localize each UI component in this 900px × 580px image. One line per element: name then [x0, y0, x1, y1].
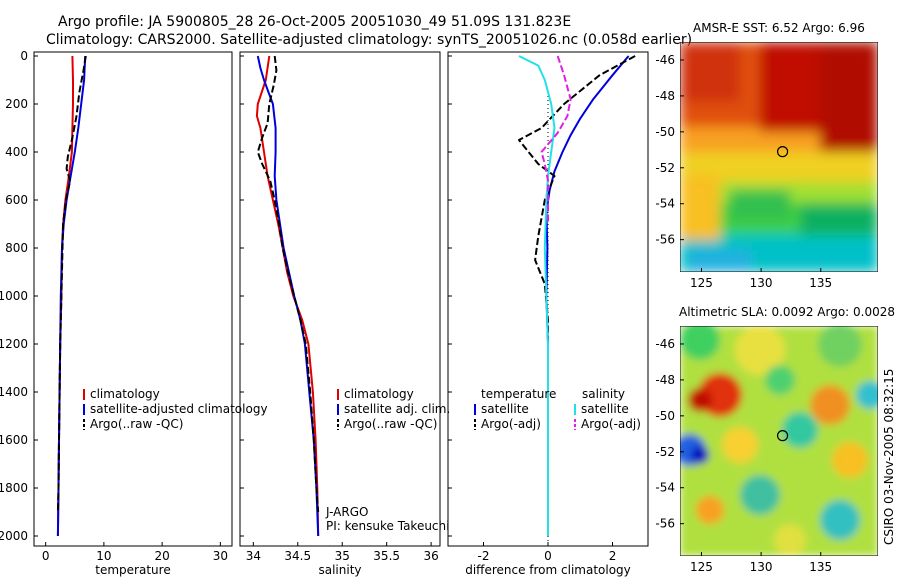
legend-label: satellite adj. clim. — [344, 402, 450, 416]
map-x-tick-label: 125 — [690, 276, 713, 290]
annotation-text: PI: kensuke Takeuchi — [326, 519, 449, 533]
header-line-2: Climatology: CARS2000. Satellite-adjuste… — [46, 32, 692, 48]
x-tick-label: 35 — [335, 549, 350, 563]
map-x-tick-label: 130 — [750, 276, 773, 290]
legend-label: Argo(..raw -QC) — [344, 417, 437, 431]
legend-heading: salinity — [582, 387, 625, 401]
x-tick-label: 36 — [423, 549, 438, 563]
sst-map: AMSR-E SST: 6.52 Argo: 6.96 -46-48-50-5 — [655, 21, 878, 290]
panel-frame — [239, 51, 441, 547]
y-tick-label: 1600 — [0, 433, 28, 447]
legend-heading: temperature — [481, 387, 556, 401]
x-tick-label: 2 — [609, 549, 617, 563]
panel-0: 0 10 20 30 0 200 400 600 800 1000 1200 1400 1600 1800… — [0, 49, 268, 577]
legend-label: Argo(-adj) — [581, 417, 641, 431]
series-line-blue — [545, 55, 630, 536]
map-x-tick-label: 125 — [690, 560, 713, 574]
sla-map-title: Altimetric SLA: 0.0092 Argo: 0.0028 — [679, 305, 895, 319]
map-y-tick-label: -52 — [655, 161, 675, 175]
map-x-tick-label: 135 — [809, 560, 832, 574]
argo-position-marker — [776, 430, 789, 442]
x-tick-label: 0 — [544, 549, 552, 563]
sst-map-title: AMSR-E SST: 6.52 Argo: 6.96 — [693, 21, 865, 35]
map-x-tick-label: 135 — [809, 276, 832, 290]
legend-label: satellite — [481, 402, 529, 416]
y-tick-label: 0 — [20, 49, 28, 63]
y-tick-label: 400 — [5, 145, 28, 159]
x-tick-label: -2 — [477, 549, 489, 563]
x-tick-label: 34 — [246, 549, 261, 563]
y-tick-label: 600 — [5, 193, 28, 207]
argo-position-marker — [776, 146, 789, 158]
x-tick-label: 0 — [42, 549, 50, 563]
legend-label: climatology — [90, 387, 160, 401]
map-x-tick-label: 130 — [750, 560, 773, 574]
sla-map: Altimetric SLA: 0.0092 Argo: 0.0028 — [655, 305, 895, 574]
profile-panels: 0 10 20 30020040060080010001200140016001800… — [0, 49, 649, 577]
map-y-tick-label: -46 — [655, 337, 675, 351]
map-y-tick-label: -48 — [655, 373, 675, 387]
x-tick-label: 10 — [96, 549, 111, 563]
map-y-tick-label: -50 — [655, 125, 675, 139]
panel-frame — [33, 51, 233, 547]
legend-label: Argo(-adj) — [481, 417, 541, 431]
x-tick-label: 30 — [213, 549, 228, 563]
y-tick-label: 1000 — [0, 289, 28, 303]
credit-text: CSIRO 03-Nov-2005 08:32:15 — [882, 369, 896, 545]
map-y-tick-label: -48 — [655, 89, 675, 103]
x-axis-label: temperature — [95, 563, 170, 577]
map-y-tick-label: -54 — [655, 481, 675, 495]
x-tick-label: 20 — [154, 549, 169, 563]
legend-label: climatology — [344, 387, 414, 401]
map-y-tick-label: -52 — [655, 445, 675, 459]
series-line-cyan — [518, 55, 556, 536]
panel-1: 34 34.5 35 35.5 36 salinity climatologysatelli… — [239, 51, 450, 577]
header-line-1: Argo profile: JA 5900805_28 26-Oct-2005 … — [58, 14, 571, 30]
series-line-black — [56, 55, 87, 513]
map-y-tick-label: -54 — [655, 197, 675, 211]
y-tick-label: 800 — [5, 241, 28, 255]
legend-label: satellite-adjusted climatology — [90, 402, 268, 416]
annotation-text: J-ARGO — [325, 505, 368, 519]
x-tick-label: 35.5 — [373, 549, 400, 563]
legend-label: satellite — [581, 402, 629, 416]
x-axis-label: salinity — [318, 563, 361, 577]
y-tick-label: 200 — [5, 97, 28, 111]
series-line-black — [256, 55, 320, 513]
map-y-tick-label: -46 — [655, 53, 675, 67]
map-y-tick-label: -56 — [655, 517, 675, 531]
y-tick-label: 1200 — [0, 337, 28, 351]
series-line-magenta — [540, 55, 572, 224]
map-y-tick-label: -56 — [655, 233, 675, 247]
map-y-tick-label: -50 — [655, 409, 675, 423]
y-tick-label: 2000 — [0, 529, 28, 543]
legend-label: Argo(..raw -QC) — [90, 417, 183, 431]
sst-map-axes: -46 -48 -50 -52 -54 -56 125 130 135 — [655, 53, 832, 290]
sla-map-axes: -46 -48 -50 -52 -54 -56 125 130 135 — [655, 337, 832, 574]
y-tick-label: 1400 — [0, 385, 28, 399]
y-tick-label: 1800 — [0, 481, 28, 495]
x-tick-label: 34.5 — [284, 549, 311, 563]
x-axis-label: difference from climatology — [465, 563, 631, 577]
